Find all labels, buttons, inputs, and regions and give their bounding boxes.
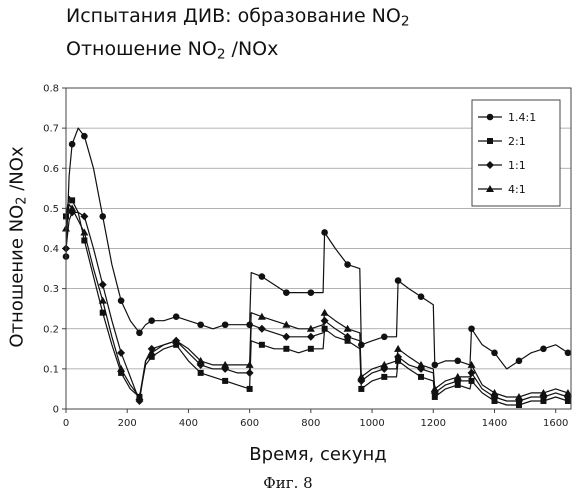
x-tick-label: 400 <box>179 418 198 429</box>
x-tick-label: 1000 <box>359 418 384 429</box>
data-point <box>468 325 475 332</box>
data-point <box>321 229 328 236</box>
data-point <box>283 289 290 296</box>
data-point <box>431 385 439 392</box>
data-point <box>173 313 180 320</box>
y-axis-label-subscript: 2 <box>15 196 30 204</box>
series-line <box>66 212 568 401</box>
data-point <box>418 293 425 300</box>
data-point <box>358 342 365 349</box>
data-point <box>282 333 290 341</box>
data-point <box>99 213 106 220</box>
x-tick-label: 1200 <box>421 418 446 429</box>
data-point <box>322 326 328 332</box>
legend-label: 2:1 <box>508 135 526 148</box>
y-tick-label: 0 <box>53 405 59 416</box>
y-tick-label: 0.4 <box>43 244 59 255</box>
y-tick-label: 0.2 <box>43 324 59 335</box>
series-line <box>66 196 568 405</box>
x-axis-ticks: 0 200 400 600 800 1000 1200 1400 1600 <box>63 409 569 429</box>
data-point <box>565 350 572 357</box>
data-point <box>246 369 254 377</box>
y-tick-label: 0.5 <box>43 204 59 215</box>
data-point <box>247 386 253 392</box>
data-point <box>80 212 88 220</box>
data-point <box>417 361 425 368</box>
data-point <box>259 342 265 348</box>
data-point <box>198 370 204 376</box>
data-point <box>222 378 228 384</box>
data-point <box>136 329 143 336</box>
legend-label: 4:1 <box>508 183 526 196</box>
data-point <box>321 309 329 316</box>
data-point <box>69 141 76 148</box>
data-point <box>394 345 402 352</box>
data-point <box>344 261 351 268</box>
data-point <box>418 374 424 380</box>
data-point <box>308 289 315 296</box>
legend-marker <box>487 138 493 144</box>
data-point <box>307 333 315 341</box>
data-point <box>454 358 461 365</box>
data-point <box>381 374 387 380</box>
y-axis-label: Отношение NO2 /NOx <box>6 146 29 347</box>
y-axis-label-suffix: /NOx <box>6 146 27 196</box>
data-point <box>357 373 365 380</box>
data-point <box>117 349 125 357</box>
data-point <box>118 297 125 304</box>
x-tick-label: 800 <box>301 418 320 429</box>
y-tick-label: 0.6 <box>43 164 59 175</box>
data-point <box>490 389 498 396</box>
y-axis-ticks: 0 0.1 0.2 0.3 0.4 0.5 0.6 0.7 0.8 <box>43 84 66 416</box>
x-axis-label: Время, секунд <box>249 444 386 465</box>
data-point <box>491 350 498 357</box>
legend-label: 1.4:1 <box>508 111 536 124</box>
data-point <box>148 317 155 324</box>
data-point <box>540 346 547 353</box>
x-tick-label: 200 <box>118 418 137 429</box>
legend-marker <box>487 114 494 121</box>
series-triangle <box>62 204 572 400</box>
series-square <box>63 196 571 408</box>
legend-label: 1:1 <box>508 159 526 172</box>
y-tick-label: 0.8 <box>43 84 59 95</box>
data-point <box>222 321 229 328</box>
series-line <box>66 204 568 397</box>
data-point <box>99 281 107 289</box>
data-point <box>344 325 352 332</box>
data-point <box>308 346 314 352</box>
y-tick-label: 0.7 <box>43 124 59 135</box>
x-tick-label: 1600 <box>543 418 568 429</box>
x-tick-label: 0 <box>63 418 69 429</box>
data-point <box>197 321 204 328</box>
data-point <box>432 362 439 369</box>
data-point <box>395 277 402 284</box>
data-point <box>81 133 88 140</box>
legend: 1.4:1 2:1 1:1 4:1 <box>472 100 560 206</box>
data-point <box>283 346 289 352</box>
x-tick-label: 1400 <box>482 418 507 429</box>
y-axis-label-text: Отношение NO <box>6 205 27 348</box>
data-point <box>381 333 388 340</box>
data-point <box>358 386 364 392</box>
data-point <box>259 273 266 280</box>
data-point <box>516 358 523 365</box>
data-point <box>258 325 266 333</box>
y-tick-label: 0.3 <box>43 284 59 295</box>
data-point <box>69 197 75 203</box>
x-tick-label: 600 <box>240 418 259 429</box>
series-diamond <box>62 208 572 405</box>
y-tick-label: 0.1 <box>43 364 59 375</box>
figure-caption: Фиг. 8 <box>263 474 312 492</box>
